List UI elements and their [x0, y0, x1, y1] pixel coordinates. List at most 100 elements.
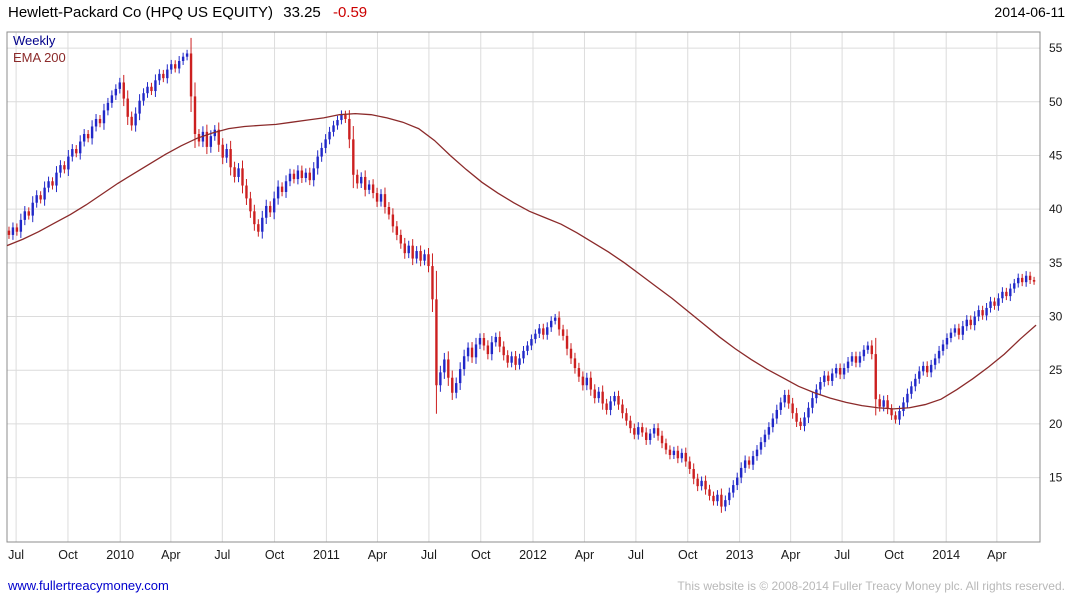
candle-body [11, 227, 15, 235]
candle-body [253, 211, 256, 225]
candle-body [553, 317, 557, 321]
candle-body [237, 168, 240, 177]
candle-body [728, 492, 731, 501]
candle-body [455, 383, 458, 393]
candle-body [941, 344, 945, 351]
candle-body [205, 131, 209, 147]
candle-body [672, 450, 676, 456]
candle-body [557, 317, 561, 330]
candle-body [621, 404, 624, 414]
price-change: -0.59 [332, 4, 368, 21]
x-axis-label: 2010 [106, 548, 134, 562]
ema200-line [6, 112, 1037, 410]
candle-body [601, 391, 604, 404]
candle-body [82, 134, 86, 142]
candle-body [565, 335, 569, 349]
x-axis-label: Jul [628, 548, 644, 562]
candle-body [470, 347, 474, 358]
candle-body [605, 403, 608, 410]
x-axis-label: 2012 [519, 548, 547, 562]
price-chart[interactable]: 15 20 25 30 35 40 45 50 55 Jul Oct 2010 Apr Jul Oct 201… [0, 26, 1075, 572]
candle-body [431, 266, 434, 300]
candle-body [609, 401, 612, 410]
candle-body [98, 118, 102, 124]
candle-body [411, 245, 414, 259]
candle-body [961, 326, 965, 335]
candle-body [126, 98, 129, 117]
x-axis-label: Apr [987, 548, 1006, 562]
candle-body [407, 245, 410, 254]
candle-body [304, 172, 308, 179]
candle-body [221, 144, 224, 158]
candle-body [775, 409, 779, 419]
candle-body [276, 186, 280, 199]
candle-body [177, 60, 181, 69]
candle-body [945, 338, 949, 345]
candle-body [739, 467, 743, 478]
candle-body [633, 428, 636, 435]
candle-body [854, 356, 858, 363]
instrument-title: Hewlett-Packard Co (HPQ US EQUITY) [8, 4, 274, 21]
chart-date: 2014-06-11 [994, 4, 1065, 20]
candle-body [688, 461, 691, 469]
x-axis-label: Apr [575, 548, 594, 562]
candle-body [542, 328, 545, 335]
y-axis-label: 15 [1049, 471, 1063, 485]
candle-body [929, 364, 933, 373]
candle-body [569, 348, 573, 359]
candle-body [90, 126, 94, 139]
y-axis-label: 40 [1049, 202, 1063, 216]
y-axis-label: 35 [1049, 256, 1063, 270]
candle-body [288, 173, 292, 182]
legend-ema200-label: EMA 200 [13, 50, 66, 65]
candle-body [894, 415, 897, 420]
candle-body [1009, 288, 1012, 297]
candle-body [23, 211, 27, 220]
y-axis-label: 20 [1049, 417, 1063, 431]
candle-body [1013, 283, 1016, 289]
candle-body [466, 347, 470, 357]
candle-body [272, 198, 276, 213]
candle-body [415, 251, 418, 259]
candle-body [700, 480, 703, 487]
candle-body [146, 86, 149, 94]
candle-body [922, 365, 925, 372]
candle-body [862, 349, 866, 357]
candle-body [510, 356, 513, 363]
candle-body [823, 375, 826, 383]
candle-body [668, 449, 672, 456]
footer-site-link[interactable]: www.fullertreacymoney.com [8, 578, 169, 593]
x-axis-label: Apr [161, 548, 180, 562]
candle-body [63, 165, 66, 170]
candle-body [704, 480, 707, 490]
candle-body [209, 136, 213, 147]
candle-body [94, 118, 98, 127]
candle-body [181, 56, 185, 61]
candle-body [546, 327, 549, 335]
copyright-text: This website is © 2008-2014 Fuller Treac… [677, 579, 1065, 593]
chart-legend: Weekly EMA 200 [13, 32, 66, 66]
candle-body [47, 181, 50, 188]
candle-body [427, 254, 430, 267]
candle-body [751, 456, 755, 465]
legend-weekly-label: Weekly [13, 33, 56, 48]
candle-body [261, 217, 264, 232]
candle-body [593, 389, 596, 399]
candle-body [110, 95, 114, 103]
candle-body [249, 198, 252, 212]
candle-body [526, 345, 529, 351]
candle-body [625, 413, 628, 421]
candle-body [926, 365, 929, 373]
candle-body [462, 356, 466, 370]
candle-body [241, 168, 244, 186]
y-axis-label: 45 [1049, 148, 1063, 162]
candle-body [265, 205, 268, 218]
candle-body [352, 139, 355, 175]
y-axis-label: 30 [1049, 310, 1063, 324]
candle-body [708, 489, 711, 496]
candle-body [799, 421, 802, 427]
candle-body [530, 339, 533, 346]
candle-body [360, 176, 363, 184]
candle-body [550, 320, 553, 328]
candle-body [652, 428, 656, 434]
